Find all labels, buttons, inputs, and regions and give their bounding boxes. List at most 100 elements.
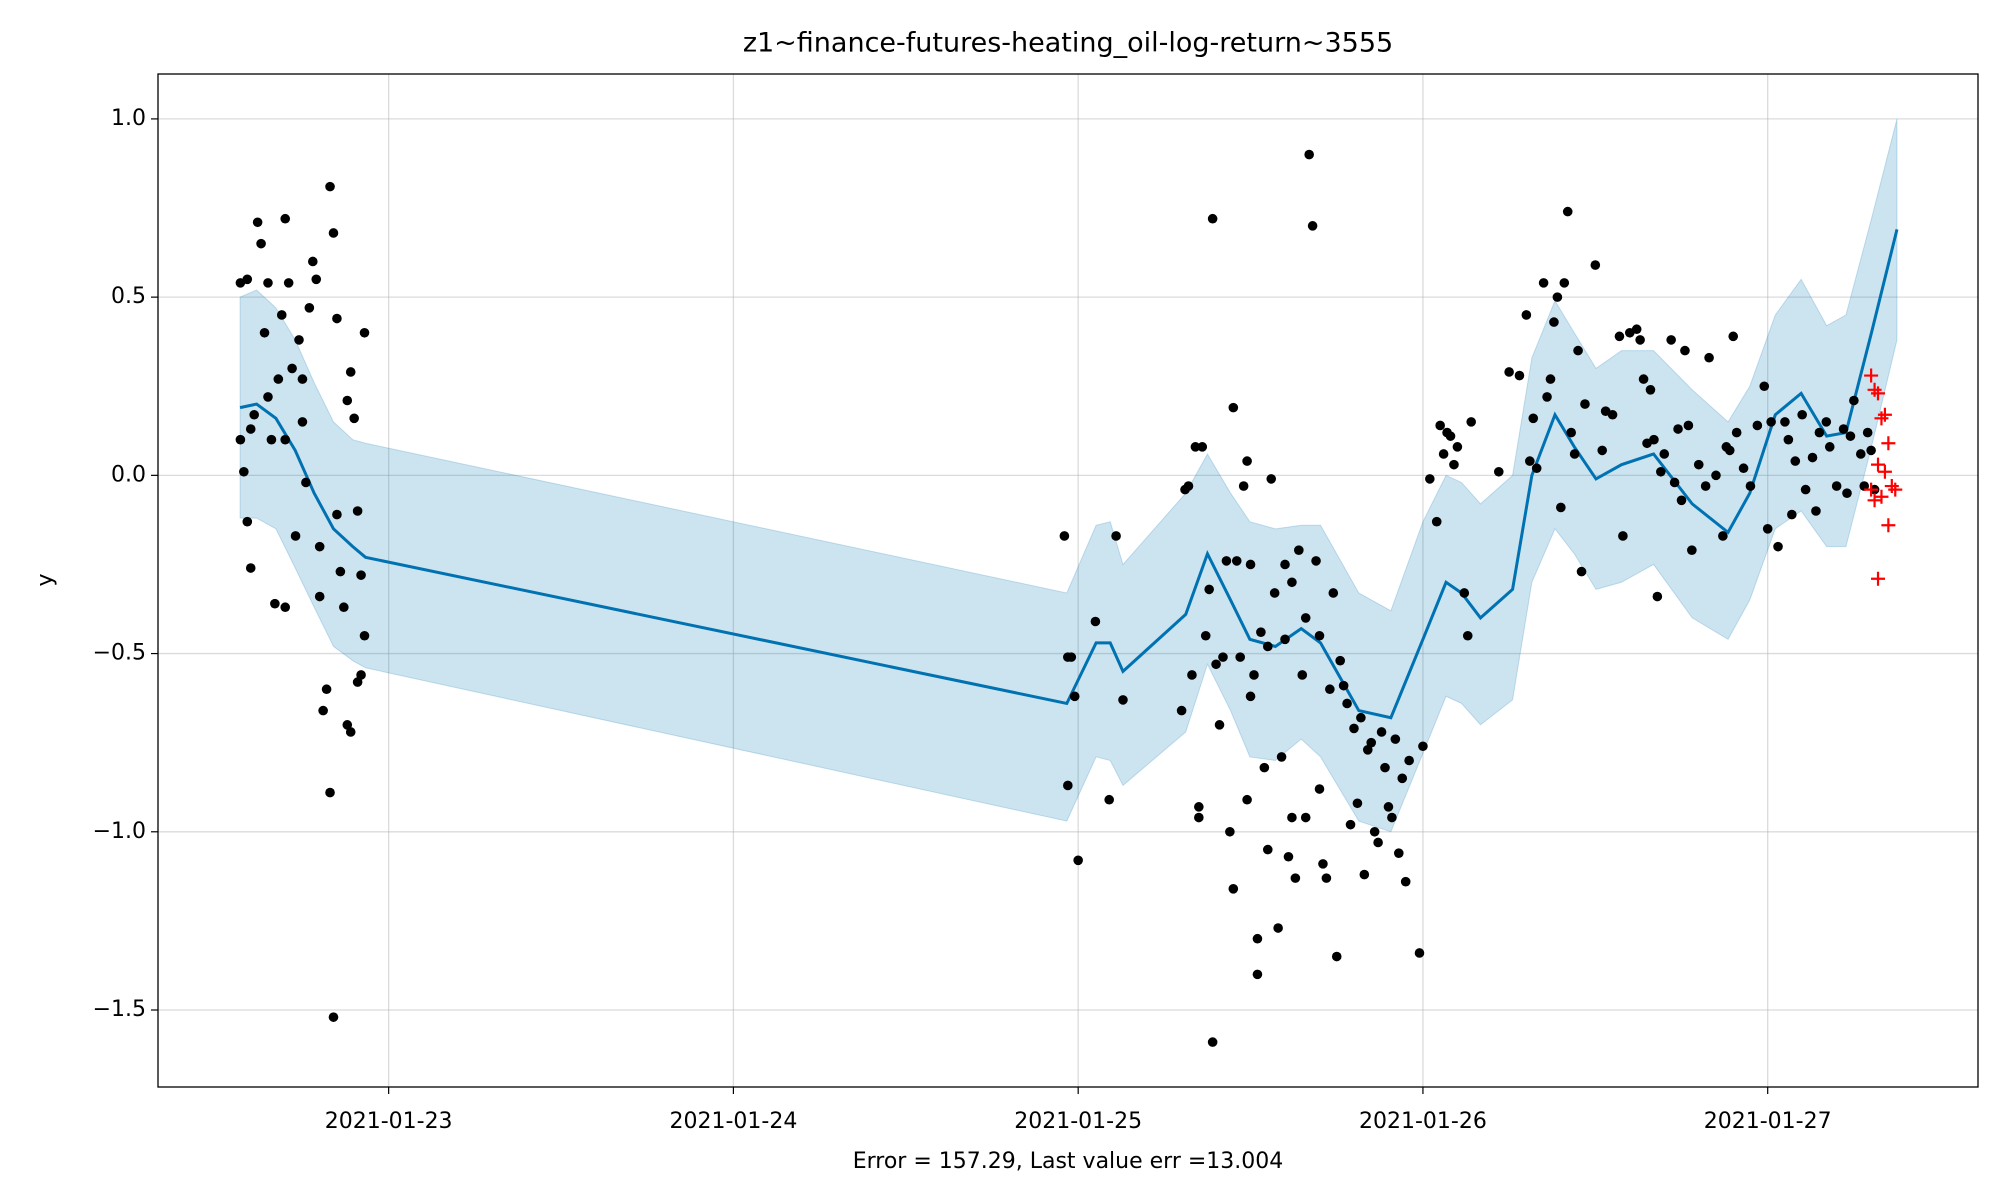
observed-point xyxy=(1845,431,1856,441)
observed-point xyxy=(1194,802,1204,812)
observed-point xyxy=(1235,652,1246,662)
observed-point xyxy=(1559,278,1570,288)
observed-point xyxy=(1866,445,1876,456)
actual-point xyxy=(1884,479,1899,494)
observed-point xyxy=(1797,409,1807,420)
observed-point xyxy=(1435,420,1445,431)
y-tick-label: −0.5 xyxy=(93,641,146,666)
observed-point xyxy=(1321,873,1332,883)
observed-point xyxy=(1635,335,1645,345)
observed-point xyxy=(1393,848,1404,858)
observed-point xyxy=(325,181,335,192)
observed-point xyxy=(1362,745,1373,755)
observed-point xyxy=(1404,755,1414,766)
observed-point xyxy=(1680,345,1690,356)
observed-point xyxy=(1724,445,1735,456)
observed-point xyxy=(297,374,308,384)
observed-point xyxy=(328,228,339,238)
observed-point xyxy=(1438,449,1449,459)
observed-point xyxy=(1252,969,1263,980)
observed-point xyxy=(1369,826,1380,837)
observed-point xyxy=(1711,470,1721,481)
observed-point xyxy=(1259,762,1270,773)
observed-point xyxy=(1245,559,1256,570)
observed-point xyxy=(270,598,280,609)
observed-point xyxy=(297,417,308,427)
observed-point xyxy=(273,374,284,384)
observed-point xyxy=(1659,449,1670,459)
observed-point xyxy=(356,670,366,680)
observed-point xyxy=(352,677,363,687)
observed-point xyxy=(1787,509,1797,520)
observed-point xyxy=(1280,559,1290,570)
observed-point xyxy=(1638,374,1649,384)
observed-point xyxy=(1200,630,1211,641)
observed-point xyxy=(263,392,273,402)
observed-point xyxy=(1228,402,1239,413)
observed-point xyxy=(1418,741,1428,752)
observed-point xyxy=(1225,826,1235,837)
observed-point xyxy=(1562,206,1573,217)
observed-point xyxy=(332,313,342,324)
observed-point xyxy=(1104,794,1114,805)
observed-point xyxy=(259,327,270,338)
observed-point xyxy=(1649,434,1659,445)
observed-point xyxy=(307,256,318,267)
observed-point xyxy=(235,434,246,445)
observed-point xyxy=(1290,873,1301,883)
observed-point xyxy=(1069,691,1080,702)
observed-point xyxy=(1431,516,1442,527)
observed-point xyxy=(1376,727,1387,737)
observed-point xyxy=(1228,884,1239,894)
observed-point xyxy=(1614,331,1625,342)
observed-point xyxy=(1545,374,1556,384)
observed-point xyxy=(1111,531,1121,541)
observed-point xyxy=(1493,466,1504,477)
observed-point xyxy=(1262,844,1273,855)
observed-point xyxy=(1207,213,1218,224)
uncertainty-band xyxy=(239,118,1898,833)
observed-point xyxy=(1669,477,1680,488)
observed-point xyxy=(1242,456,1252,466)
observed-point xyxy=(1276,752,1287,762)
observed-point xyxy=(1542,392,1552,402)
observed-point xyxy=(339,602,349,613)
observed-point xyxy=(1349,723,1359,734)
observed-point xyxy=(1576,566,1587,577)
observed-point xyxy=(1414,948,1425,958)
observed-point xyxy=(1859,481,1870,491)
observed-point xyxy=(1838,424,1849,434)
observed-point xyxy=(1262,641,1273,652)
actual-point xyxy=(1877,464,1892,479)
x-tick-label: 2021-01-27 xyxy=(1704,1109,1832,1134)
observed-point xyxy=(1283,851,1294,862)
observed-point xyxy=(1176,705,1187,716)
observed-point xyxy=(349,413,359,424)
observed-point xyxy=(1335,655,1345,666)
observed-point xyxy=(1331,951,1342,962)
observed-point xyxy=(1090,616,1101,627)
observed-point xyxy=(276,310,287,320)
observed-point xyxy=(335,566,346,577)
observed-point xyxy=(280,213,291,224)
observed-point xyxy=(1269,588,1280,598)
observed-point xyxy=(287,363,297,374)
observed-point xyxy=(1445,431,1456,441)
observed-point xyxy=(1118,695,1128,705)
observed-point xyxy=(263,278,273,288)
observed-point xyxy=(1318,859,1328,869)
observed-point xyxy=(345,367,356,377)
observed-point xyxy=(1676,495,1687,506)
plot-frame xyxy=(157,73,1979,1088)
observed-point xyxy=(1525,456,1535,466)
observed-point xyxy=(252,217,263,228)
observed-point xyxy=(1314,784,1325,794)
observed-point xyxy=(1718,531,1728,541)
observed-point xyxy=(1831,481,1842,491)
x-axis-label: Error = 157.29, Last value err =13.004 xyxy=(853,1149,1284,1174)
observed-point xyxy=(1824,442,1835,452)
x-tick-label: 2021-01-25 xyxy=(1014,1109,1142,1134)
actual-point xyxy=(1867,493,1882,508)
observed-point xyxy=(1528,413,1539,424)
observed-point xyxy=(280,602,291,613)
